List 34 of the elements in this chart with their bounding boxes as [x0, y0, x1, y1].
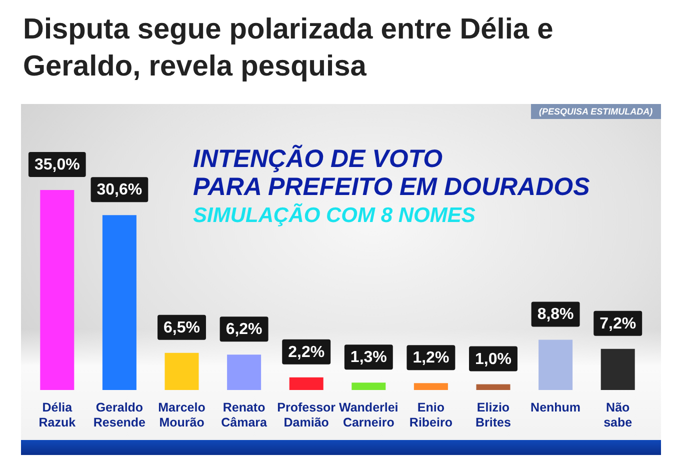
data-label: 35,0%: [34, 156, 80, 174]
data-label: 1,0%: [475, 350, 512, 368]
bar: [289, 377, 324, 390]
bar: [414, 383, 448, 390]
bar: [600, 348, 635, 390]
data-label: 6,5%: [164, 319, 200, 336]
data-label: 1,3%: [350, 349, 387, 366]
data-label: 7,2%: [600, 315, 636, 332]
data-label: 6,2%: [226, 321, 262, 338]
x-tick-label: Marcelo Mourão: [158, 400, 206, 430]
chart-title: Disputa segue polarizada entre Délia e Geraldo, revela pesquisa: [23, 14, 562, 82]
bar: [352, 382, 386, 390]
bar: [538, 340, 573, 390]
x-tick-label: Nenhum: [530, 400, 581, 414]
x-tick-label: Elizio Brites: [476, 400, 512, 430]
data-label: 30,6%: [96, 182, 142, 199]
x-tick-label: Renato Câmara: [221, 400, 268, 430]
x-tick-label: Geraldo Resende: [93, 400, 146, 430]
bar: [227, 354, 262, 390]
annotation: SIMULAÇÃO COM 8 NOMES: [193, 203, 476, 227]
x-tick-label: Professor Damião: [277, 400, 336, 430]
bar: [164, 352, 199, 390]
text: (PESQUISA ESTIMULADA): [538, 106, 653, 116]
chart-subtitle: INTENÇÃO DE VOTO PARA PREFEITO EM DOURADOS: [193, 144, 590, 201]
data-label: 2,2%: [288, 344, 325, 361]
data-label: 8,8%: [537, 306, 574, 324]
bar: [40, 190, 74, 390]
x-tick-label: Wanderlei Carneiro: [339, 400, 398, 430]
x-tick-label: Não sabe: [604, 400, 632, 430]
x-tick-label: Enio Ribeiro: [409, 400, 453, 430]
bar: [476, 384, 510, 390]
x-tick-label: Délia Razuk: [38, 400, 76, 430]
bar: [102, 215, 136, 390]
data-label: 1,2%: [412, 350, 450, 367]
